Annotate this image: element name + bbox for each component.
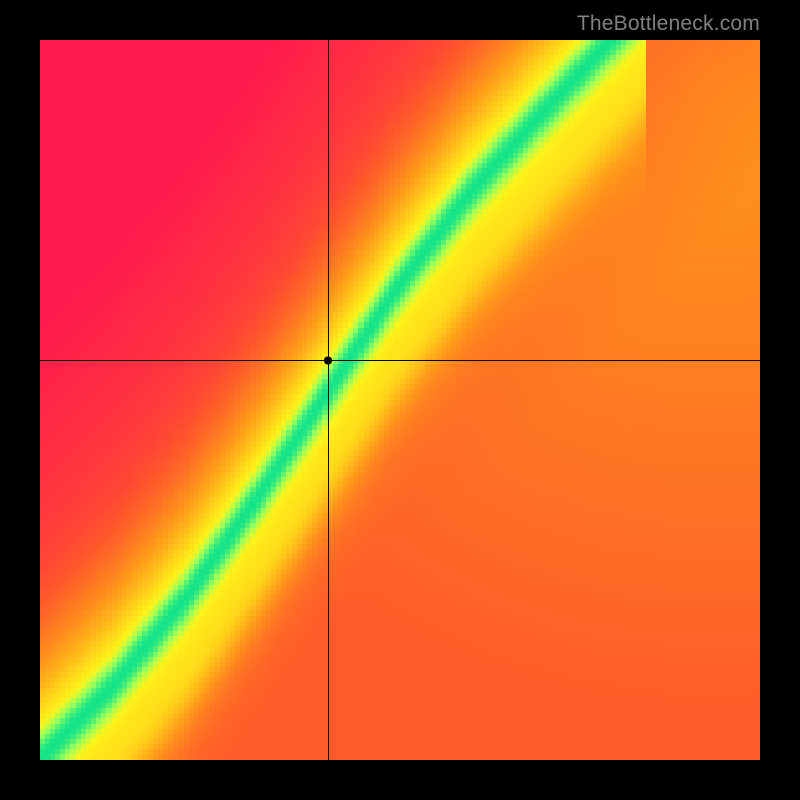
heatmap-canvas [40, 40, 760, 760]
watermark-text: TheBottleneck.com [577, 12, 760, 36]
heatmap-plot [40, 40, 760, 760]
